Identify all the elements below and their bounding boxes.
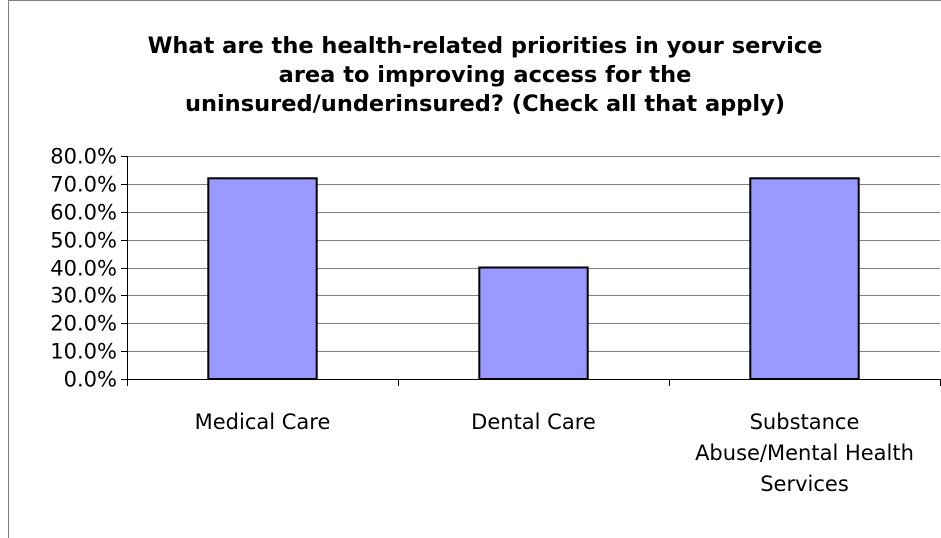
- chart-title: What are the health-related priorities i…: [120, 32, 850, 119]
- x-category-label: Dental Care: [471, 410, 596, 434]
- y-tick-label: 80.0%: [50, 145, 117, 169]
- chart-title-line-3: uninsured/underinsured? (Check all that …: [184, 91, 786, 117]
- y-tick-label: 0.0%: [64, 368, 117, 392]
- y-tick-label: 10.0%: [50, 340, 117, 364]
- chart-title-line-1: What are the health-related priorities i…: [147, 33, 823, 59]
- bar: [749, 177, 860, 380]
- y-tick-label: 70.0%: [50, 173, 117, 197]
- bar: [478, 266, 589, 380]
- x-category-label: Medical Care: [195, 410, 331, 434]
- y-tick-label: 40.0%: [50, 257, 117, 281]
- chart-title-line-2: area to improving access for the: [278, 62, 692, 88]
- x-category-label: Services: [760, 472, 849, 496]
- x-category-label: Substance: [750, 410, 860, 434]
- y-tick-label: 60.0%: [50, 201, 117, 225]
- y-tick-label: 30.0%: [50, 284, 117, 308]
- x-category-label: Abuse/Mental Health: [695, 441, 914, 465]
- y-tick-label: 50.0%: [50, 229, 117, 253]
- y-tick-label: 20.0%: [50, 312, 117, 336]
- bar: [207, 177, 318, 380]
